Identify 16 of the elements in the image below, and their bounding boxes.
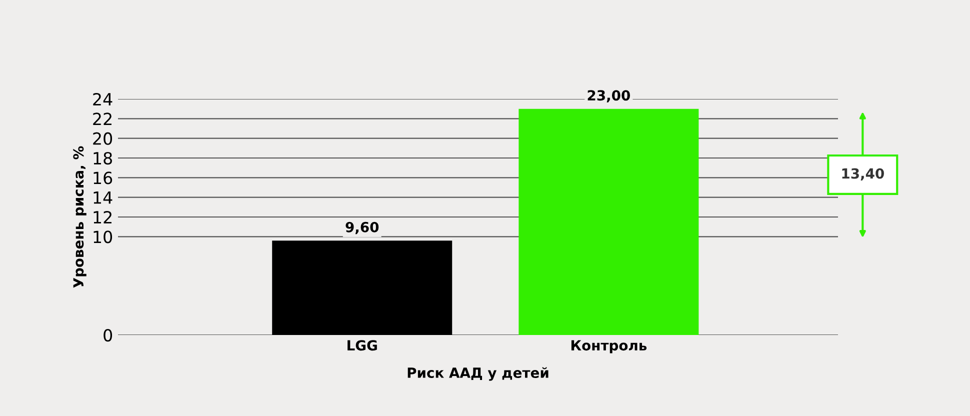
x-tick-label: Контроль [571,340,647,354]
y-tick-label: 20 [93,132,112,145]
x-axis-title: Риск ААД у детей [408,367,548,381]
y-axis-title: Уровень риска, % [73,146,86,288]
y-tick-label: 24 [93,92,112,106]
y-tick-label: 0 [104,328,112,342]
data-label: 23,00 [588,90,630,102]
data-label: 9,60 [346,222,379,234]
y-tick-label: 12 [94,210,112,224]
y-tick-label: 10 [94,230,112,244]
text: 13,40 [842,168,884,181]
y-tick-label: 18 [94,152,112,165]
y-tick-label: 22 [93,112,112,125]
y-tick-label: 16 [94,172,112,184]
y-tick-label: 14 [94,192,112,204]
x-tick-label: LGG [348,340,377,351]
